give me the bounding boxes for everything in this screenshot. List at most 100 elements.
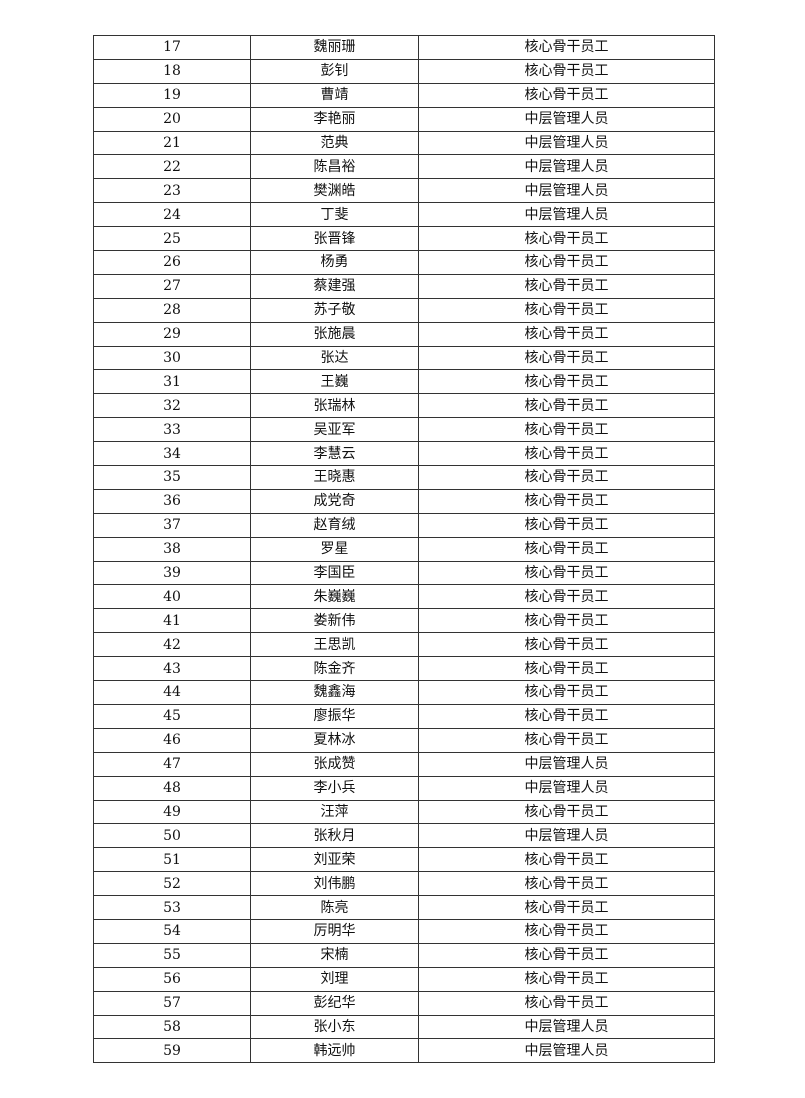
row-number-cell: 58 (93, 1014, 251, 1040)
row-number-cell: 47 (93, 751, 251, 777)
name-cell: 刘理 (250, 966, 419, 992)
category-cell: 核心骨干员工 (418, 226, 715, 252)
table-row: 23 樊渊皓 中层管理人员 (93, 178, 715, 204)
category-cell: 核心骨干员工 (418, 488, 715, 514)
table-row: 54 厉明华 核心骨干员工 (93, 918, 715, 944)
name-cell: 曹靖 (250, 82, 419, 108)
row-number-cell: 48 (93, 775, 251, 801)
name-cell: 苏子敬 (250, 297, 419, 323)
name-cell: 范典 (250, 130, 419, 156)
table-row: 38 罗星 核心骨干员工 (93, 536, 715, 562)
name-cell: 彭纪华 (250, 990, 419, 1016)
category-cell: 核心骨干员工 (418, 369, 715, 395)
row-number-cell: 26 (93, 250, 251, 275)
name-cell: 陈金齐 (250, 656, 419, 682)
table-row: 24 丁斐 中层管理人员 (93, 202, 715, 228)
table-row: 45 廖振华 核心骨干员工 (93, 703, 715, 729)
row-number-cell: 23 (93, 178, 251, 204)
table-row: 25 张晋锋 核心骨干员工 (93, 226, 715, 252)
table-row: 39 李国臣 核心骨干员工 (93, 560, 715, 586)
table-row: 50 张秋月 中层管理人员 (93, 823, 715, 849)
table-row: 47 张成赞 中层管理人员 (93, 751, 715, 777)
table-row: 22 陈昌裕 中层管理人员 (93, 154, 715, 180)
table-row: 51 刘亚荣 核心骨干员工 (93, 847, 715, 873)
category-cell: 核心骨干员工 (418, 273, 715, 299)
category-cell: 核心骨干员工 (418, 35, 715, 60)
table-row: 18 彭钊 核心骨干员工 (93, 58, 715, 84)
row-number-cell: 21 (93, 130, 251, 156)
name-cell: 张秋月 (250, 823, 419, 849)
category-cell: 核心骨干员工 (418, 512, 715, 538)
table-row: 37 赵育绒 核心骨干员工 (93, 512, 715, 538)
category-cell: 核心骨干员工 (418, 250, 715, 275)
table-row: 20 李艳丽 中层管理人员 (93, 106, 715, 132)
table-row: 35 王晓惠 核心骨干员工 (93, 465, 715, 490)
category-cell: 中层管理人员 (418, 202, 715, 228)
category-cell: 核心骨干员工 (418, 345, 715, 371)
name-cell: 樊渊皓 (250, 178, 419, 204)
name-cell: 张成赞 (250, 751, 419, 777)
category-cell: 核心骨干员工 (418, 465, 715, 490)
category-cell: 核心骨干员工 (418, 656, 715, 682)
row-number-cell: 56 (93, 966, 251, 992)
table-row: 41 娄新伟 核心骨干员工 (93, 608, 715, 634)
name-cell: 陈昌裕 (250, 154, 419, 180)
name-cell: 刘伟鹏 (250, 871, 419, 897)
name-cell: 李国臣 (250, 560, 419, 586)
table-row: 56 刘理 核心骨干员工 (93, 966, 715, 992)
row-number-cell: 22 (93, 154, 251, 180)
row-number-cell: 30 (93, 345, 251, 371)
name-cell: 朱巍巍 (250, 584, 419, 610)
category-cell: 核心骨干员工 (418, 680, 715, 705)
name-cell: 成党奇 (250, 488, 419, 514)
row-number-cell: 18 (93, 58, 251, 84)
row-number-cell: 50 (93, 823, 251, 849)
name-cell: 李艳丽 (250, 106, 419, 132)
table-row: 27 蔡建强 核心骨干员工 (93, 273, 715, 299)
table-row: 29 张施晨 核心骨干员工 (93, 321, 715, 347)
name-cell: 张瑞林 (250, 393, 419, 419)
category-cell: 核心骨干员工 (418, 847, 715, 873)
category-cell: 核心骨干员工 (418, 441, 715, 467)
row-number-cell: 44 (93, 680, 251, 705)
row-number-cell: 49 (93, 799, 251, 825)
row-number-cell: 53 (93, 895, 251, 920)
name-cell: 宋楠 (250, 942, 419, 968)
row-number-cell: 25 (93, 226, 251, 252)
name-cell: 张施晨 (250, 321, 419, 347)
name-cell: 王巍 (250, 369, 419, 395)
table-row: 49 汪萍 核心骨干员工 (93, 799, 715, 825)
row-number-cell: 37 (93, 512, 251, 538)
row-number-cell: 35 (93, 465, 251, 490)
category-cell: 核心骨干员工 (418, 58, 715, 84)
table-row: 31 王巍 核心骨干员工 (93, 369, 715, 395)
row-number-cell: 39 (93, 560, 251, 586)
category-cell: 中层管理人员 (418, 1038, 715, 1064)
category-cell: 核心骨干员工 (418, 82, 715, 108)
category-cell: 核心骨干员工 (418, 297, 715, 323)
name-cell: 罗星 (250, 536, 419, 562)
table-row: 59 韩远帅 中层管理人员 (93, 1038, 715, 1064)
category-cell: 核心骨干员工 (418, 608, 715, 634)
row-number-cell: 54 (93, 918, 251, 944)
table-row: 52 刘伟鹏 核心骨干员工 (93, 871, 715, 897)
row-number-cell: 32 (93, 393, 251, 419)
row-number-cell: 45 (93, 703, 251, 729)
category-cell: 核心骨干员工 (418, 632, 715, 658)
row-number-cell: 33 (93, 417, 251, 443)
table-row: 42 王思凯 核心骨干员工 (93, 632, 715, 658)
category-cell: 中层管理人员 (418, 130, 715, 156)
table-body: 17 魏丽珊 核心骨干员工 18 彭钊 核心骨干员工 19 曹靖 核心骨干员工 20 李艳丽 中层管理… (93, 35, 715, 1064)
category-cell: 核心骨干员工 (418, 990, 715, 1016)
table-row: 44 魏鑫海 核心骨干员工 (93, 680, 715, 705)
category-cell: 核心骨干员工 (418, 321, 715, 347)
category-cell: 核心骨干员工 (418, 393, 715, 419)
row-number-cell: 41 (93, 608, 251, 634)
table-row: 21 范典 中层管理人员 (93, 130, 715, 156)
name-cell: 杨勇 (250, 250, 419, 275)
category-cell: 核心骨干员工 (418, 942, 715, 968)
category-cell: 中层管理人员 (418, 823, 715, 849)
table-row: 53 陈亮 核心骨干员工 (93, 895, 715, 920)
row-number-cell: 24 (93, 202, 251, 228)
name-cell: 厉明华 (250, 918, 419, 944)
